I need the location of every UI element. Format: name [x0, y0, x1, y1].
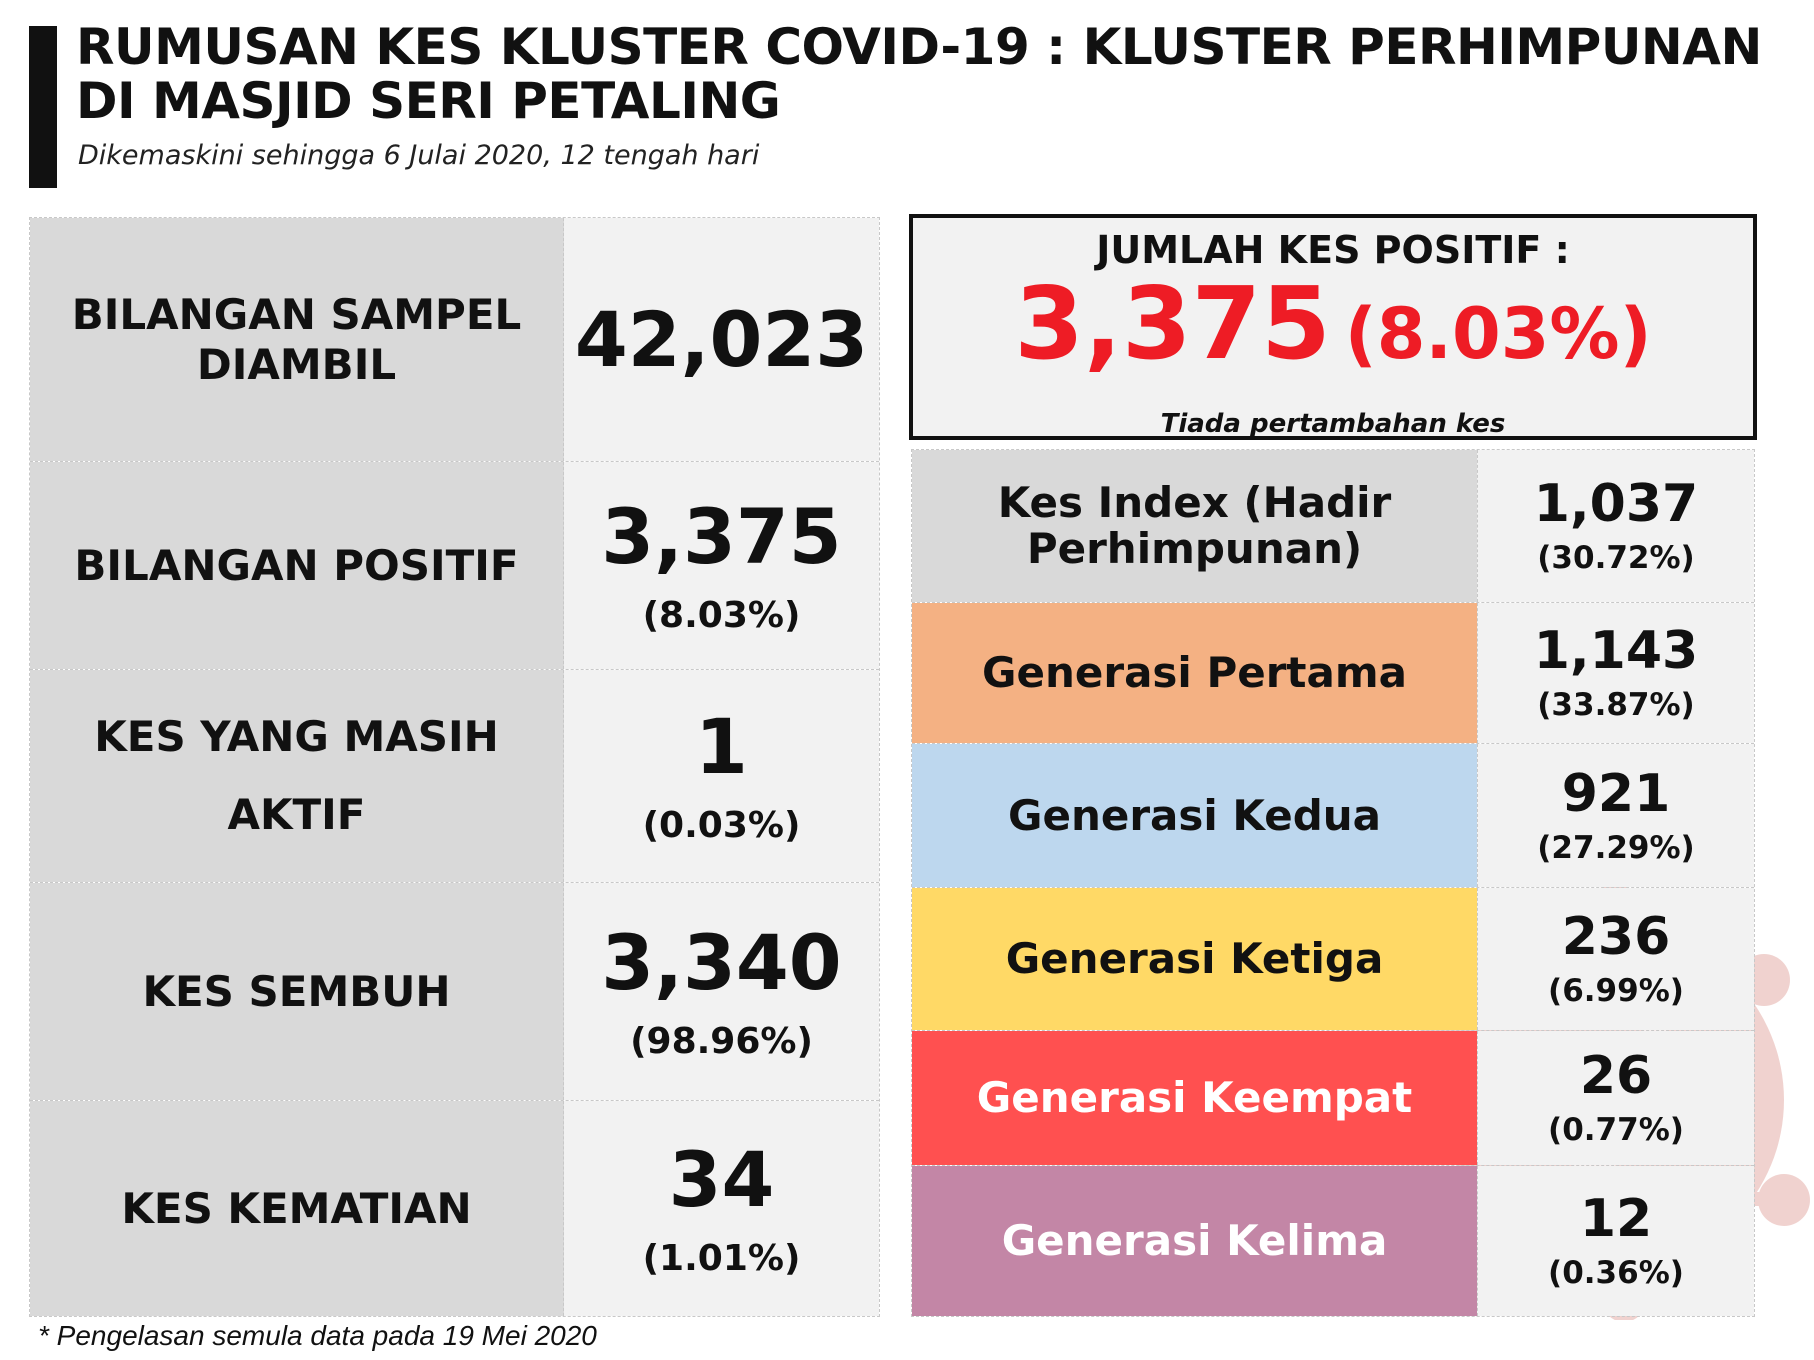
generation-value: 26: [1579, 1046, 1653, 1106]
footnote: * Pengelasan semula data pada 19 Mei 202…: [38, 1320, 597, 1351]
generation-percentage: (0.77%): [1548, 1112, 1684, 1148]
page-title: RUMUSAN KES KLUSTER COVID-19 : KLUSTER P…: [76, 18, 1762, 130]
total-positive-value: 3,375: [1014, 265, 1331, 382]
row-value: 42,023: [574, 294, 869, 384]
table-row-gen1: Generasi Pertama 1,143 (33.87%): [912, 603, 1754, 744]
row-value: 3,375: [601, 491, 842, 581]
generation-label: Generasi Ketiga: [912, 888, 1477, 1030]
table-row-gen2: Generasi Kedua 921 (27.29%): [912, 744, 1754, 888]
generation-label: Kes Index (Hadir Perhimpunan): [912, 450, 1477, 602]
row-value: 3,340: [601, 917, 842, 1007]
total-positive-figure: 3,375 (8.03%): [913, 272, 1753, 405]
generation-value: 1,037: [1533, 474, 1699, 534]
row-value-cell: 3,375 (8.03%): [564, 462, 879, 669]
table-row-gen5: Generasi Kelima 12 (0.36%): [912, 1166, 1754, 1316]
generation-value-cell: 12 (0.36%): [1477, 1166, 1754, 1316]
row-value: 1: [695, 702, 748, 791]
table-row-recovered: KES SEMBUH 3,340 (98.96%): [30, 883, 879, 1101]
generation-percentage: (27.29%): [1537, 829, 1695, 866]
table-row-samples: BILANGAN SAMPEL DIAMBIL 42,023: [30, 218, 879, 462]
row-value: 34: [668, 1134, 775, 1224]
table-row-index: Kes Index (Hadir Perhimpunan) 1,037 (30.…: [912, 450, 1754, 603]
generation-value: 12: [1579, 1189, 1653, 1249]
generation-percentage: (30.72%): [1537, 540, 1695, 576]
row-percentage: (1.01%): [642, 1237, 801, 1279]
generation-value: 921: [1561, 763, 1671, 824]
update-timestamp: Dikemaskini sehingga 6 Julai 2020, 12 te…: [78, 140, 760, 171]
generation-value: 236: [1561, 907, 1671, 967]
generation-value-cell: 236 (6.99%): [1477, 888, 1754, 1030]
total-positive-note: Tiada pertambahan kes: [1160, 409, 1506, 439]
row-label: KES KEMATIAN: [30, 1101, 564, 1316]
total-positive-box: JUMLAH KES POSITIF : 3,375 (8.03%) Tiada …: [909, 214, 1757, 440]
total-positive-percentage: (8.03%): [1344, 293, 1652, 375]
table-row-active: KES YANG MASIH AKTIF 1 (0.03%): [30, 670, 879, 883]
row-value-cell: 34 (1.01%): [564, 1101, 879, 1316]
generation-label: Generasi Kelima: [912, 1166, 1477, 1316]
generation-value-cell: 921 (27.29%): [1477, 744, 1754, 887]
total-positive-label: JUMLAH KES POSITIF :: [1096, 228, 1570, 272]
table-row-gen3: Generasi Ketiga 236 (6.99%): [912, 888, 1754, 1031]
row-label: BILANGAN SAMPEL DIAMBIL: [30, 218, 564, 461]
row-percentage: (98.96%): [630, 1020, 813, 1062]
row-value-cell: 3,340 (98.96%): [564, 883, 879, 1100]
generation-value-cell: 1,143 (33.87%): [1477, 603, 1754, 743]
generation-percentage: (33.87%): [1537, 687, 1695, 723]
generation-label: Generasi Pertama: [912, 603, 1477, 743]
row-label: KES YANG MASIH AKTIF: [30, 670, 564, 882]
generation-value-cell: 26 (0.77%): [1477, 1031, 1754, 1165]
row-value-cell: 42,023: [564, 218, 879, 461]
table-row-gen4: Generasi Keempat 26 (0.77%): [912, 1031, 1754, 1166]
row-label: KES SEMBUH: [30, 883, 564, 1100]
generation-percentage: (6.99%): [1548, 973, 1684, 1009]
generation-label: Generasi Keempat: [912, 1031, 1477, 1165]
generation-label: Generasi Kedua: [912, 744, 1477, 887]
row-percentage: (0.03%): [642, 805, 801, 846]
row-value-cell: 1 (0.03%): [564, 670, 879, 882]
generation-breakdown-table: Kes Index (Hadir Perhimpunan) 1,037 (30.…: [911, 449, 1755, 1317]
table-row-positive: BILANGAN POSITIF 3,375 (8.03%): [30, 462, 879, 670]
row-label: BILANGAN POSITIF: [30, 462, 564, 669]
title-accent-bar: [29, 26, 57, 188]
generation-percentage: (0.36%): [1548, 1255, 1684, 1291]
table-row-deaths: KES KEMATIAN 34 (1.01%): [30, 1101, 879, 1316]
summary-table: BILANGAN SAMPEL DIAMBIL 42,023 BILANGAN …: [29, 217, 880, 1317]
generation-value-cell: 1,037 (30.72%): [1477, 450, 1754, 602]
row-percentage: (8.03%): [642, 594, 801, 636]
generation-value: 1,143: [1533, 621, 1699, 681]
